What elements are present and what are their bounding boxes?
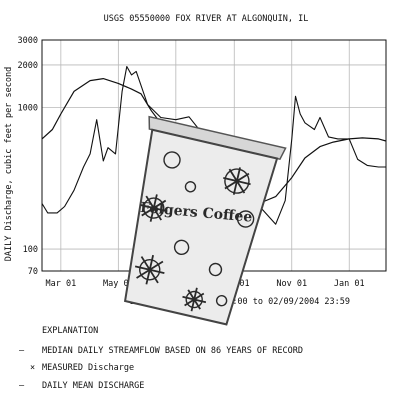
legend-title: EXPLANATION bbox=[42, 326, 98, 336]
cup-lid bbox=[148, 115, 287, 161]
legend-median-label: MEDIAN DAILY STREAMFLOW BASED ON 86 YEAR… bbox=[42, 346, 303, 356]
x-tick-label: Nov 01 bbox=[276, 279, 307, 289]
x-tick-label: May 01 bbox=[103, 279, 134, 289]
dates-caption: DATES: 02/09/2003 00:00 to 02/09/2004 23… bbox=[130, 297, 350, 307]
legend-median-symbol: — bbox=[19, 346, 25, 356]
y-tick-label: 100 bbox=[23, 245, 38, 255]
x-tick-label: Mar 01 bbox=[45, 279, 76, 289]
legend-daily-symbol: — bbox=[19, 381, 25, 391]
y-tick-label: 2000 bbox=[18, 61, 38, 71]
legend-daily-label: DAILY MEAN DISCHARGE bbox=[42, 381, 144, 391]
y-axis-label: DAILY Discharge, cubic feet per second bbox=[4, 67, 14, 261]
y-tick-label: 3000 bbox=[18, 36, 38, 46]
y-ticks: 70 100 1000 2000 3000 bbox=[18, 36, 38, 277]
y-tick-label: 70 bbox=[28, 267, 38, 277]
legend: EXPLANATION — MEDIAN DAILY STREAMFLOW BA… bbox=[19, 326, 303, 391]
y-tick-label: 1000 bbox=[18, 104, 38, 114]
cup-body bbox=[123, 128, 279, 326]
cup-pattern-rays bbox=[134, 167, 251, 312]
x-tick-label: Jan 01 bbox=[334, 279, 365, 289]
chart-title: USGS 05550000 FOX RIVER AT ALGONQUIN, IL bbox=[104, 14, 309, 24]
legend-measured-label: MEASURED Discharge bbox=[42, 363, 134, 373]
coffee-cup-overlay: Folgers Coffee bbox=[123, 115, 287, 326]
legend-measured-symbol: × bbox=[30, 363, 35, 373]
